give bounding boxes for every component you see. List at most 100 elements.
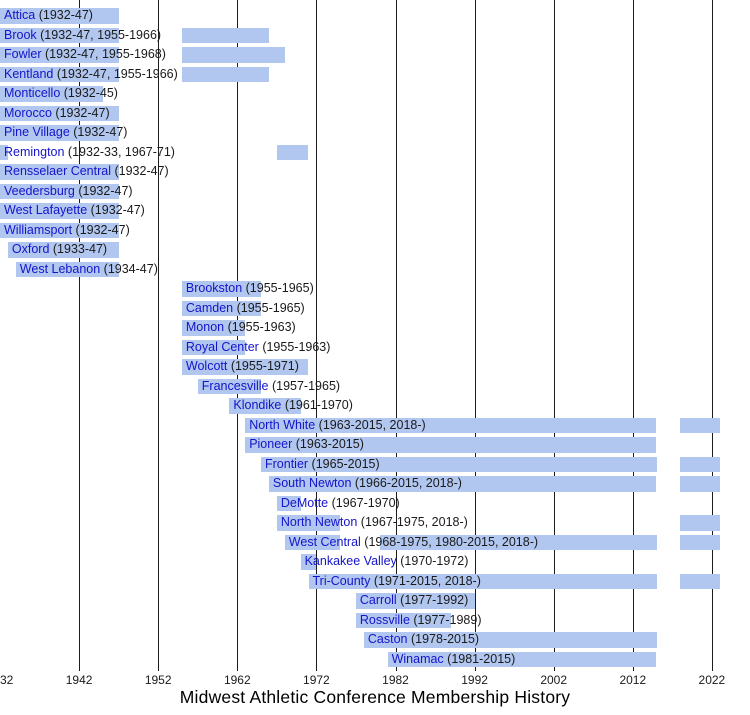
school-link[interactable]: North White: [249, 417, 316, 432]
row-label: North White (1963-2015, 2018-): [249, 418, 426, 434]
membership-bar: [15, 261, 119, 277]
row-label: Morocco (1932-47): [4, 106, 110, 122]
row-label: Brookston (1955-1965): [186, 281, 314, 297]
school-link[interactable]: Rensselaer Central: [4, 164, 111, 178]
membership-bar: [355, 612, 451, 628]
row-label: Kentland (1932-47, 1955-1966): [4, 67, 178, 83]
membership-bar: [680, 573, 720, 589]
membership-years: (1981-2015): [443, 651, 516, 666]
plot-area: Attica (1932-47) Brook (1932-47, 1955-196…: [0, 0, 720, 671]
school-link[interactable]: West Lebanon: [19, 261, 101, 276]
school-link[interactable]: Pine Village: [4, 125, 70, 139]
school-link[interactable]: DeMotte: [280, 495, 329, 510]
school-link[interactable]: Monon: [185, 320, 225, 334]
row-label: Frontier (1965-2015): [265, 457, 380, 473]
membership-bar: [276, 495, 301, 511]
membership-bar: [181, 66, 269, 82]
school-link[interactable]: Frontier: [265, 456, 309, 471]
school-link[interactable]: Kankakee Valley: [304, 554, 397, 568]
school-link[interactable]: Morocco: [4, 105, 52, 120]
gridline-1962: [237, 0, 239, 671]
membership-years: (1977-1989): [409, 612, 482, 627]
axis-tick-label: 1952: [144, 673, 172, 687]
school-link[interactable]: Remington: [4, 144, 65, 159]
row-label: Camden (1955-1965): [186, 301, 305, 317]
membership-years: (1963-2015, 2018-): [315, 417, 426, 432]
membership-years: (1934-47): [100, 261, 158, 276]
school-link[interactable]: Pioneer: [249, 437, 293, 451]
school-link[interactable]: Carroll: [359, 593, 397, 607]
gridline-1982: [395, 0, 397, 671]
school-link[interactable]: Wolcott: [185, 359, 228, 373]
membership-years: (1932-47, 1955-1968): [41, 47, 166, 61]
row-label: West Central (1968-1975, 1980-2015, 2018…: [289, 535, 538, 551]
membership-years: (1957-1965): [268, 378, 341, 393]
membership-bar: [0, 203, 119, 219]
school-link[interactable]: Francesville: [201, 378, 269, 393]
gridline-2022: [711, 0, 713, 671]
membership-bar: [276, 515, 341, 531]
school-link[interactable]: Monticello: [4, 86, 61, 100]
membership-bar: [268, 476, 657, 492]
membership-bar: [680, 456, 720, 472]
membership-bar: [355, 593, 475, 609]
school-link[interactable]: Winamac: [391, 651, 444, 666]
school-link[interactable]: Oxford: [11, 242, 50, 256]
membership-years: (1932-47): [111, 164, 169, 178]
membership-years: (1966-2015, 2018-): [351, 476, 462, 490]
school-link[interactable]: Royal Center: [185, 339, 259, 354]
membership-bar: [300, 554, 317, 570]
membership-years: (1955-1965): [242, 281, 314, 295]
row-label: Attica (1932-47): [4, 8, 93, 24]
school-link[interactable]: Williamsport: [4, 222, 73, 237]
row-label: North Newton (1967-1975, 2018-): [281, 515, 468, 531]
membership-bar: [0, 66, 119, 82]
membership-years: (1932-47): [51, 105, 110, 120]
school-link[interactable]: Veedersburg: [4, 183, 75, 198]
school-link[interactable]: Camden: [185, 300, 234, 315]
membership-bar: [387, 651, 657, 667]
school-link[interactable]: West Central: [288, 534, 361, 549]
membership-bar: [680, 534, 720, 550]
membership-bar: [379, 534, 657, 550]
membership-bar: [0, 27, 119, 43]
membership-bar: [0, 47, 119, 63]
school-link[interactable]: Rossville: [359, 612, 410, 627]
row-label: Brook (1932-47, 1955-1966): [4, 28, 161, 44]
axis-tick-label: 2002: [540, 673, 568, 687]
chart-title: Midwest Athletic Conference Membership H…: [179, 687, 571, 707]
row-label: Rossville (1977-1989): [360, 613, 482, 629]
membership-years: (1970-1972): [396, 554, 469, 568]
gridline-1992: [474, 0, 476, 671]
axis-tick-label: 1972: [303, 673, 330, 687]
membership-years: (1933-47): [49, 242, 108, 256]
membership-years: (1932-33, 1967-71): [64, 144, 175, 159]
membership-bar: [261, 456, 657, 472]
membership-bar: [181, 47, 285, 63]
school-link[interactable]: Tri-County: [312, 573, 371, 588]
school-link[interactable]: Brook: [4, 27, 37, 42]
school-link[interactable]: North Newton: [280, 515, 358, 529]
row-label: Caston (1978-2015): [368, 632, 479, 648]
school-link[interactable]: Brookston: [185, 281, 243, 295]
school-link[interactable]: West Lafayette: [4, 203, 88, 217]
membership-bar: [181, 281, 261, 297]
school-link[interactable]: Klondike: [233, 398, 282, 412]
axis-tick-label: 32: [0, 673, 14, 687]
school-link[interactable]: Fowler: [4, 47, 42, 61]
school-link[interactable]: Kentland: [4, 66, 54, 81]
row-label: West Lafayette (1932-47): [4, 203, 145, 219]
axis-tick-label: 1992: [461, 673, 488, 687]
row-label: Pioneer (1963-2015): [249, 437, 364, 453]
membership-bar: [680, 476, 720, 492]
row-label: Francesville (1957-1965): [202, 379, 340, 395]
school-link[interactable]: Caston: [367, 632, 408, 646]
membership-bar: [308, 573, 657, 589]
membership-bar: [245, 417, 657, 433]
membership-bar: [363, 632, 657, 648]
membership-years: (1932-47): [69, 125, 128, 139]
membership-years: (1932-47): [87, 203, 145, 217]
row-label: Winamac (1981-2015): [392, 652, 516, 668]
school-link[interactable]: Attica: [4, 8, 36, 22]
school-link[interactable]: South Newton: [272, 476, 352, 490]
